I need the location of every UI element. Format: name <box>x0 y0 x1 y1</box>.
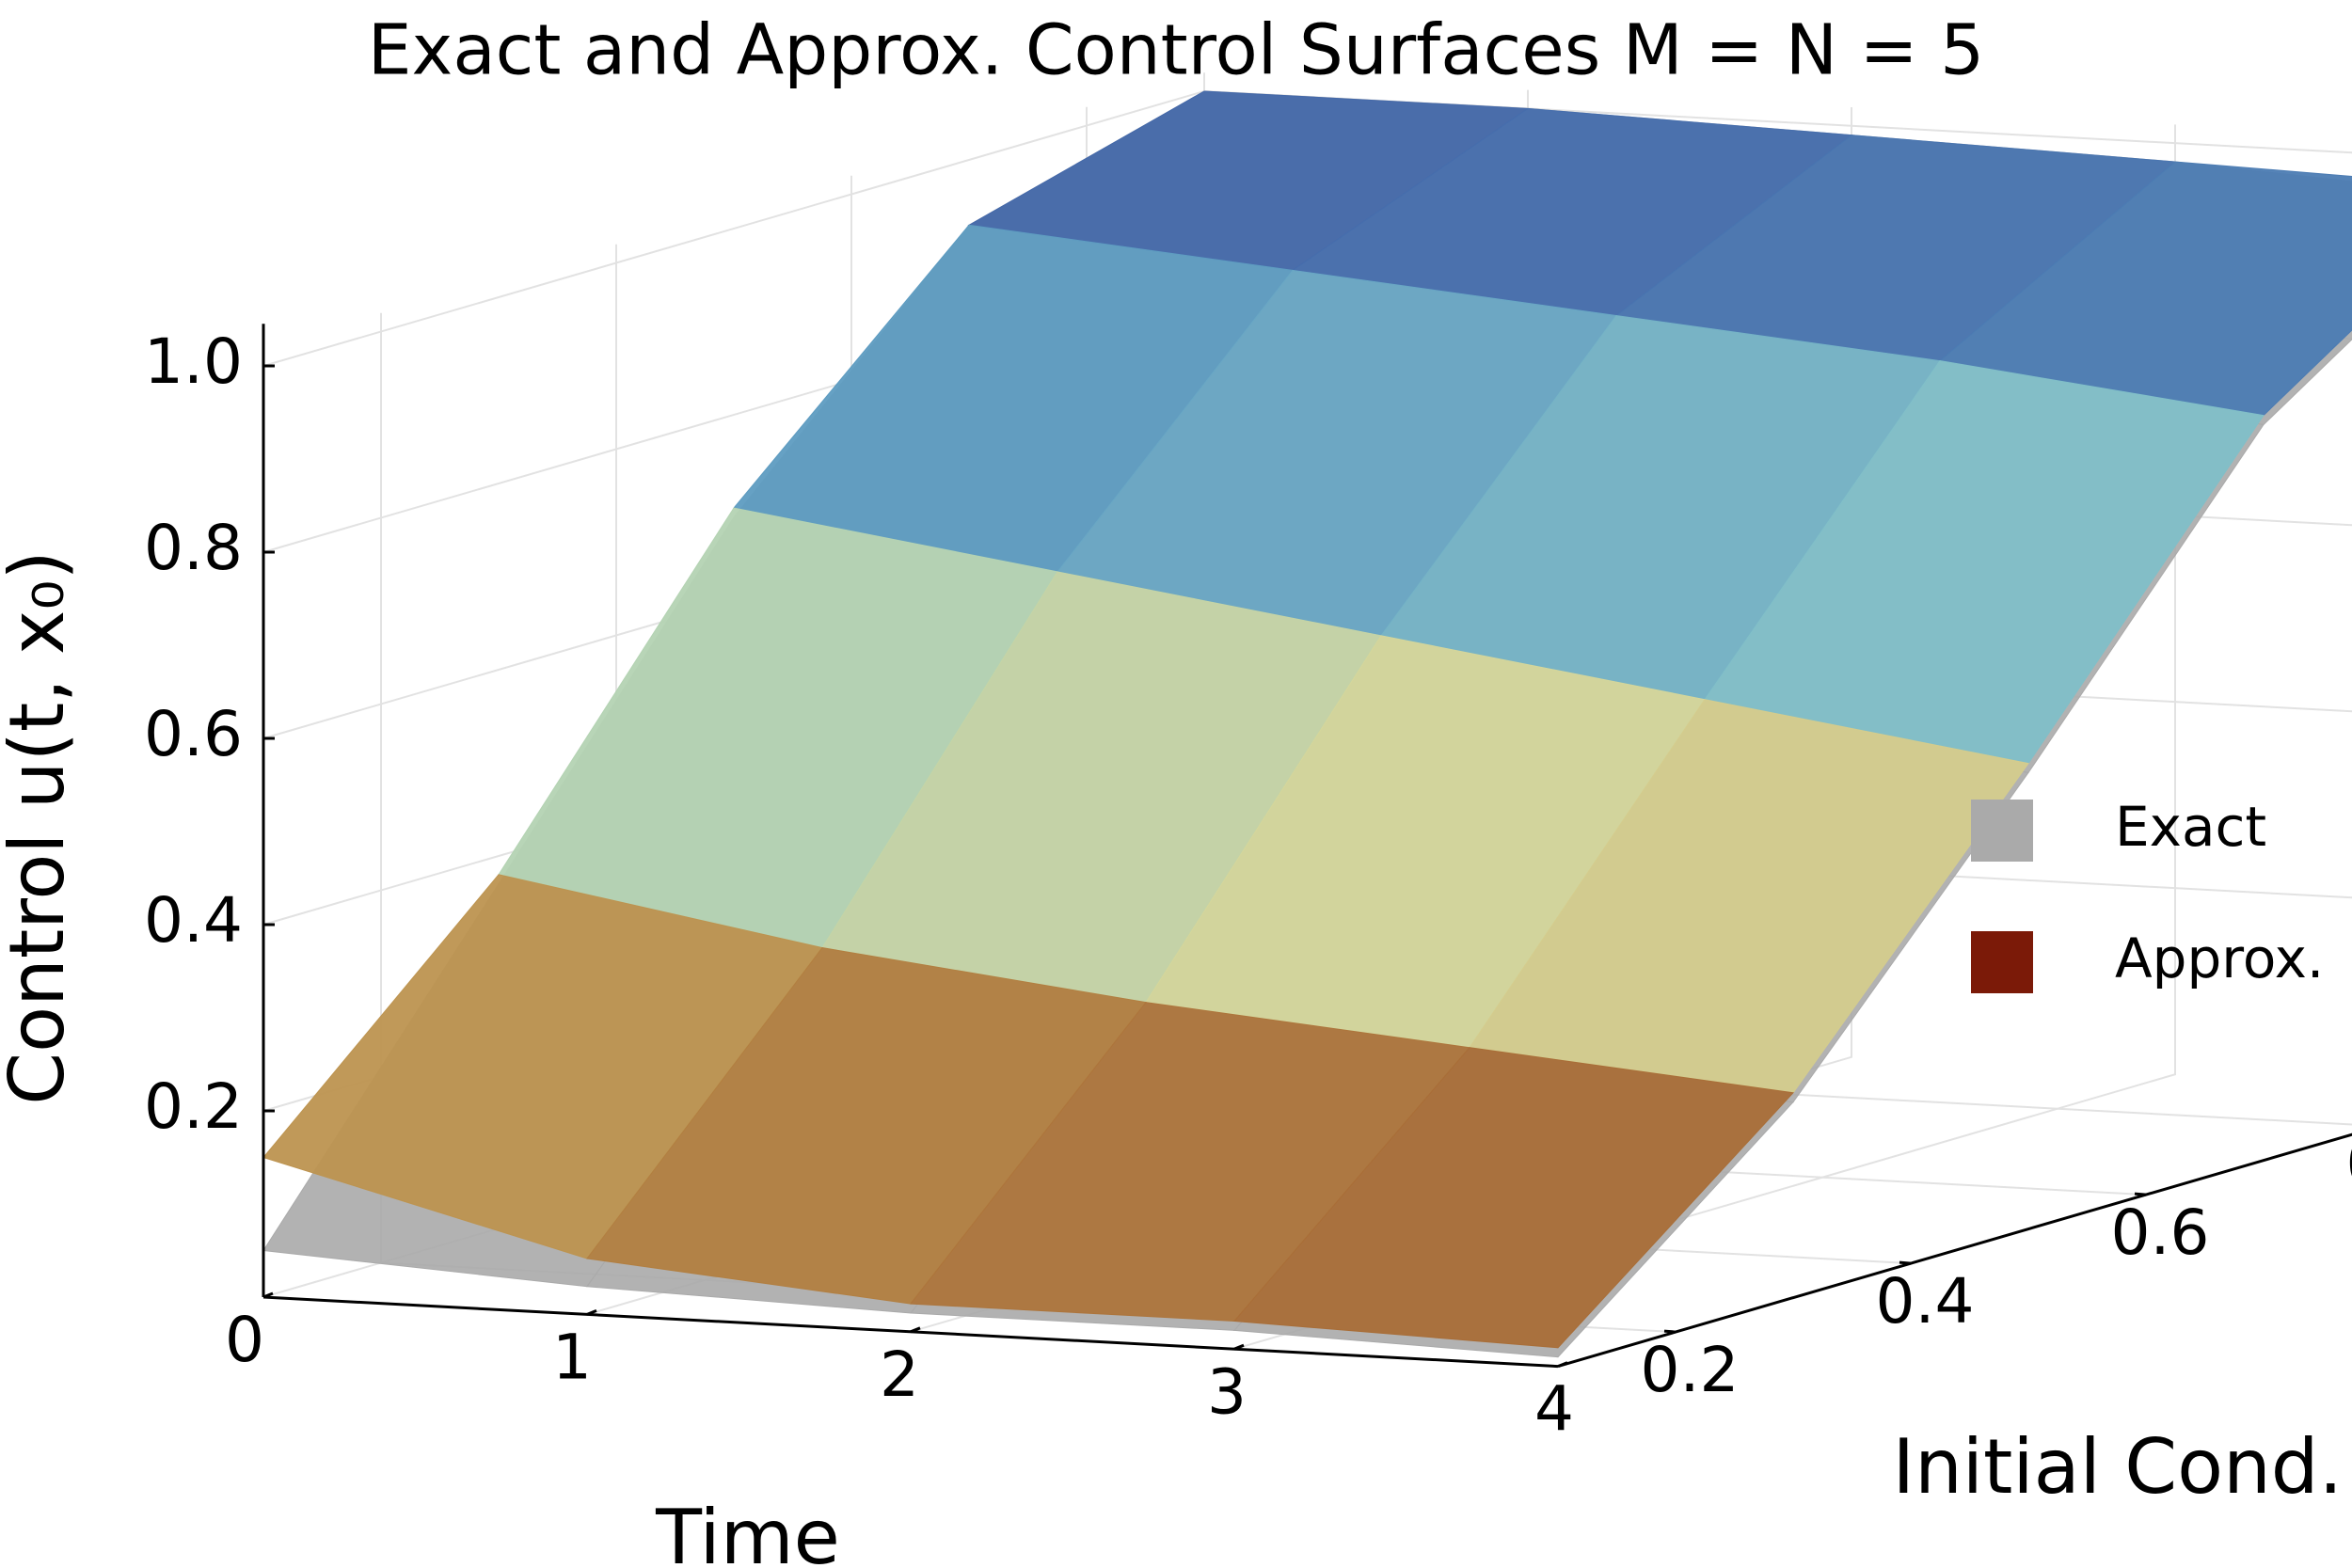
x-tick <box>262 1291 274 1299</box>
x-tick-label: 4 <box>1534 1373 1574 1446</box>
x-tick-label: 2 <box>880 1338 919 1411</box>
z-axis-label: Control u(t, x₀) <box>0 550 81 1104</box>
x-tick-label: 1 <box>552 1321 592 1393</box>
chart-title: Exact and Approx. Control Surfaces M = N… <box>368 10 1984 91</box>
y-tick-label: 0.4 <box>1876 1265 1975 1338</box>
legend-swatch <box>1971 931 2033 993</box>
y-tick <box>1899 1260 1912 1265</box>
z-tick-label: 0.4 <box>144 884 243 957</box>
legend-label: Approx. <box>2115 927 2324 990</box>
z-tick-label: 1.0 <box>144 325 243 398</box>
surface-patch <box>1232 1047 1795 1349</box>
x-tick <box>910 1326 921 1334</box>
z-tick-label: 0.2 <box>144 1070 243 1143</box>
y-tick <box>2134 1192 2147 1196</box>
y-tick <box>1663 1329 1677 1334</box>
x-tick-label: 3 <box>1207 1355 1247 1428</box>
x-tick-label: 0 <box>225 1304 264 1376</box>
x-tick <box>1233 1343 1245 1351</box>
y-tick-label: 0.6 <box>2111 1196 2210 1269</box>
y-tick-label: 0.8 <box>2346 1128 2352 1200</box>
y-axis <box>1557 1132 2352 1369</box>
z-tick-label: 0.6 <box>144 698 243 770</box>
legend-swatch <box>1971 800 2033 862</box>
y-tick-label: 0.2 <box>1641 1334 1740 1406</box>
x-axis-label: Time <box>655 1494 840 1568</box>
legend-label: Exact <box>2115 795 2266 859</box>
y-axis-label: Initial Cond. <box>1892 1423 2343 1511</box>
x-tick <box>1557 1361 1568 1368</box>
z-tick-label: 0.8 <box>144 512 243 584</box>
x-tick <box>586 1309 597 1316</box>
